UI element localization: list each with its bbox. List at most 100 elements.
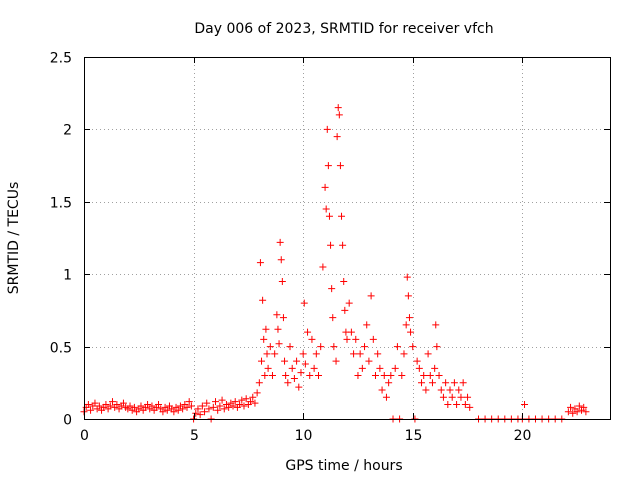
data-point <box>137 402 145 410</box>
y-tick-label: 0.5 <box>50 341 72 357</box>
y-tick-labels: 0 0.5 1 1.5 2 2.5 <box>50 51 72 429</box>
y-tick-label: 0 <box>63 413 72 429</box>
data-point <box>442 379 450 387</box>
data-point <box>258 357 266 365</box>
data-point <box>365 357 373 365</box>
data-point <box>424 350 432 358</box>
data-point <box>398 372 406 380</box>
data-point <box>448 393 456 401</box>
data-point <box>450 379 458 387</box>
data-point <box>350 350 358 358</box>
x-tick-label: 15 <box>405 428 423 444</box>
data-point <box>446 386 454 394</box>
data-point <box>338 212 346 220</box>
data-point <box>422 386 430 394</box>
data-point <box>376 364 384 372</box>
data-point <box>428 379 436 387</box>
y-axis-label: SRMTID / TECUs <box>6 182 22 295</box>
data-point <box>170 408 178 416</box>
data-point <box>214 406 222 414</box>
data-point <box>580 403 588 411</box>
data-point <box>278 277 286 285</box>
data-point <box>339 241 347 249</box>
data-point <box>426 372 434 380</box>
data-point <box>297 369 305 377</box>
data-point <box>251 399 259 407</box>
data-point <box>240 402 248 410</box>
data-point <box>192 409 200 417</box>
data-point <box>179 405 187 413</box>
data-point <box>323 125 331 133</box>
data-point <box>464 393 472 401</box>
data-point <box>334 104 342 112</box>
data-point <box>106 402 114 410</box>
data-point <box>144 401 152 409</box>
data-point <box>322 205 330 213</box>
data-point <box>402 321 410 329</box>
data-point <box>113 401 121 409</box>
data-point <box>249 393 257 401</box>
data-point <box>315 372 323 380</box>
data-point <box>231 398 239 406</box>
data-point <box>163 406 171 414</box>
data-point <box>407 328 415 336</box>
data-point <box>431 364 439 372</box>
data-point <box>437 386 445 394</box>
data-point <box>312 350 320 358</box>
data-point <box>329 314 337 322</box>
data-point <box>148 402 156 410</box>
data-point <box>209 403 217 411</box>
data-point <box>91 399 99 407</box>
data-point <box>260 335 268 343</box>
data-point <box>403 273 411 281</box>
data-point <box>439 393 447 401</box>
data-point <box>284 379 292 387</box>
x-tick-label: 0 <box>80 428 89 444</box>
data-point <box>174 406 182 414</box>
data-point <box>575 402 583 410</box>
data-point <box>347 328 355 336</box>
data-point <box>247 398 255 406</box>
data-point <box>288 364 296 372</box>
data-point <box>415 364 423 372</box>
data-point <box>405 314 413 322</box>
data-point <box>391 364 399 372</box>
data-point <box>261 372 269 380</box>
data-point <box>187 402 195 410</box>
data-point <box>354 372 362 380</box>
data-points <box>80 104 590 423</box>
x-tick-label: 10 <box>295 428 313 444</box>
data-point <box>363 321 371 329</box>
data-point <box>203 399 211 407</box>
data-point <box>119 399 127 407</box>
data-point <box>293 357 301 365</box>
y-tick-label: 2.5 <box>50 51 72 67</box>
grid-lines <box>84 57 610 419</box>
data-point <box>301 360 309 368</box>
data-point <box>352 335 360 343</box>
data-point <box>220 405 228 413</box>
data-point <box>196 411 204 419</box>
x-axis-label: GPS time / hours <box>285 458 402 474</box>
data-point <box>461 401 469 409</box>
data-point <box>282 372 290 380</box>
data-point <box>345 299 353 307</box>
data-point <box>367 292 375 300</box>
data-point <box>259 296 267 304</box>
data-point <box>242 395 250 403</box>
chart-title: Day 006 of 2023, SRMTID for receiver vfc… <box>194 21 493 37</box>
data-point <box>212 398 219 406</box>
data-point <box>183 403 191 411</box>
data-point <box>229 402 237 410</box>
data-point <box>155 401 163 409</box>
data-point <box>108 398 116 406</box>
y-tick-label: 1.5 <box>50 196 72 212</box>
data-point <box>95 402 103 410</box>
data-point <box>432 321 440 329</box>
data-point <box>332 357 340 365</box>
data-point <box>369 335 377 343</box>
data-point <box>371 372 379 380</box>
data-point <box>218 396 226 404</box>
data-point <box>205 405 213 413</box>
data-point <box>420 372 428 380</box>
